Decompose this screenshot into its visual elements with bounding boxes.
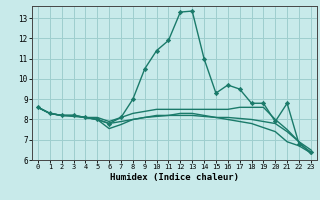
X-axis label: Humidex (Indice chaleur): Humidex (Indice chaleur): [110, 173, 239, 182]
